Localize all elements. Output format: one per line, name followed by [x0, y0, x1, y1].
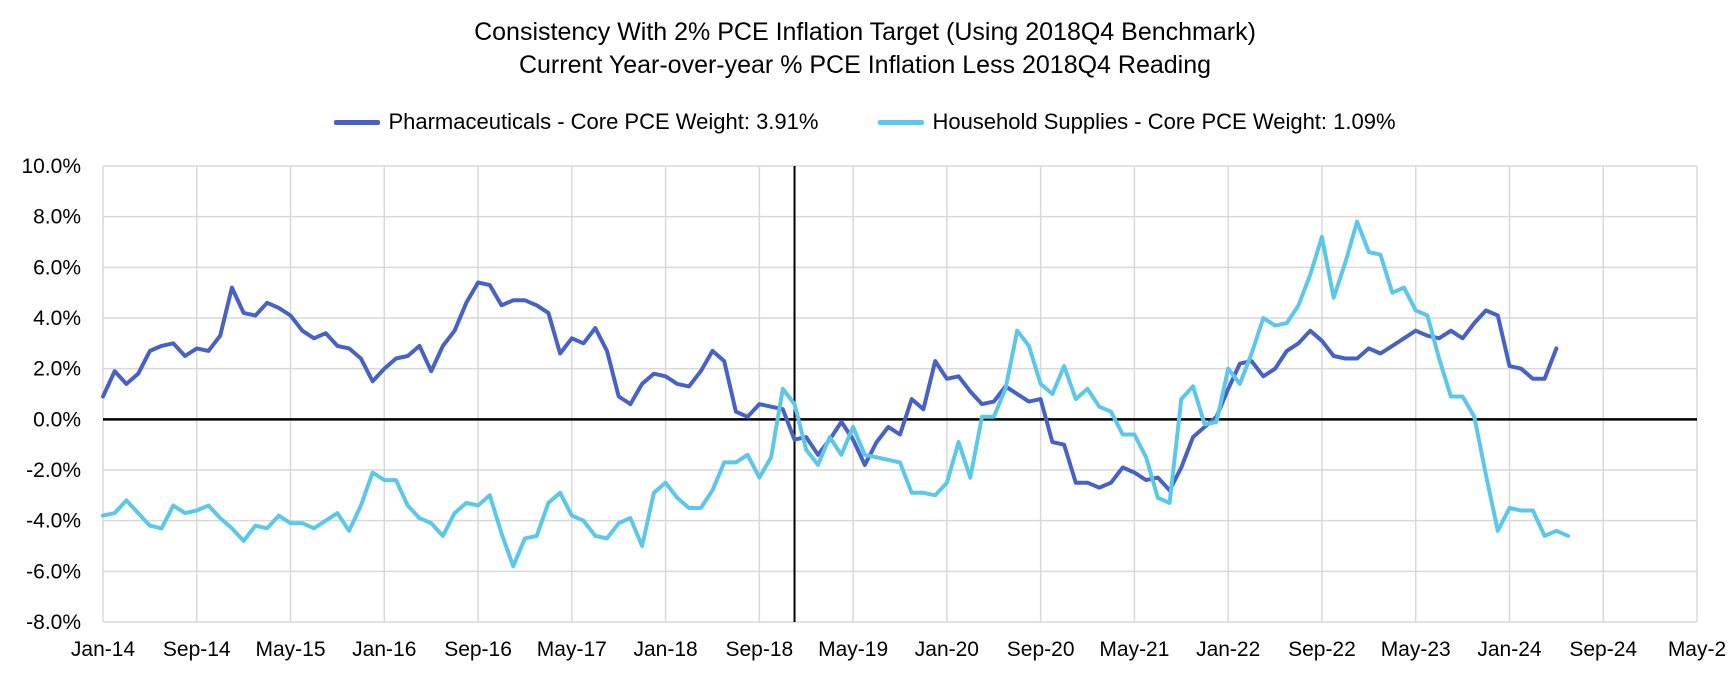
legend-label-household-supplies: Household Supplies - Core PCE Weight: 1.… — [932, 109, 1396, 134]
y-tick-label: 0.0% — [33, 408, 81, 431]
legend-item-household-supplies: Household Supplies - Core PCE Weight: 1.… — [878, 108, 1396, 136]
legend-swatch-pharmaceuticals — [334, 119, 381, 125]
x-tick-label: Jan-20 — [915, 638, 979, 661]
legend-label-pharmaceuticals: Pharmaceuticals - Core PCE Weight: 3.91% — [388, 109, 819, 134]
x-tick-label: May-2 — [1668, 638, 1726, 661]
x-tick-label: May-19 — [818, 638, 888, 661]
x-tick-label: Sep-24 — [1569, 638, 1637, 661]
series-line-household-supplies — [101, 219, 1571, 569]
x-tick-label: May-23 — [1381, 638, 1451, 661]
x-tick-label: Sep-20 — [1007, 638, 1075, 661]
y-tick-label: 6.0% — [33, 256, 81, 279]
y-tick-label: 2.0% — [33, 358, 81, 381]
x-tick-label: May-15 — [256, 638, 326, 661]
x-tick-label: Jan-16 — [352, 638, 416, 661]
y-tick-label: 4.0% — [33, 307, 81, 330]
legend-swatch-household-supplies — [878, 119, 925, 125]
chart-subtitle: Current Year-over-year % PCE Inflation L… — [518, 51, 1212, 79]
x-tick-label: Jan-14 — [71, 638, 136, 661]
x-tick-label: Jan-18 — [633, 638, 697, 661]
y-tick-label: -4.0% — [26, 510, 81, 533]
y-tick-label: -8.0% — [26, 611, 81, 634]
series-line-pharmaceuticals — [101, 280, 1559, 493]
x-tick-label: Sep-16 — [444, 638, 512, 661]
y-tick-label: -2.0% — [26, 459, 81, 482]
x-tick-label: Sep-22 — [1288, 638, 1356, 661]
x-tick-label: May-21 — [1099, 638, 1169, 661]
y-tick-label: 8.0% — [33, 206, 81, 229]
x-tick-label: Jan-22 — [1196, 638, 1260, 661]
x-tick-label: May-17 — [537, 638, 607, 661]
x-tick-label: Sep-14 — [163, 638, 231, 661]
x-tick-label: Jan-24 — [1477, 638, 1542, 661]
chart-title: Consistency With 2% PCE Inflation Target… — [474, 18, 1256, 46]
legend-item-pharmaceuticals: Pharmaceuticals - Core PCE Weight: 3.91% — [334, 108, 818, 136]
chart-legend: Pharmaceuticals - Core PCE Weight: 3.91%… — [0, 108, 1730, 136]
y-tick-label: 10.0% — [21, 155, 81, 178]
y-tick-label: -6.0% — [26, 560, 81, 583]
x-tick-label: Sep-18 — [725, 638, 793, 661]
